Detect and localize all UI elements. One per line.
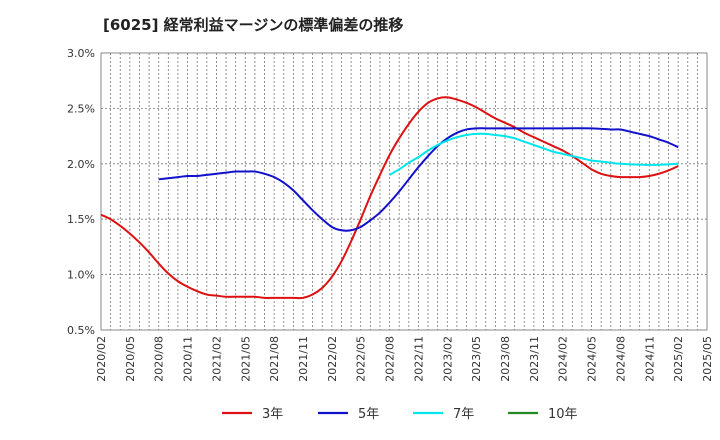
x-axis-ticks: 2020/02 2020/05 2020/08 2020/11 2021/02 2021/…	[95, 336, 714, 382]
x-tick-label: 2022/08	[384, 336, 397, 382]
x-tick-label: 2022/05	[355, 336, 368, 382]
legend-label-0: 3年	[262, 407, 283, 422]
legend: 3年 5年 7年 10年	[222, 407, 578, 422]
legend-label-2: 7年	[453, 407, 474, 422]
x-tick-label: 2024/11	[643, 336, 656, 382]
legend-label-3: 10年	[548, 407, 578, 422]
plot-area	[100, 52, 708, 331]
x-tick-label: 2025/05	[701, 336, 714, 382]
x-tick-label: 2020/02	[95, 336, 108, 382]
x-tick-label: 2023/05	[470, 336, 483, 382]
y-tick-label: 2.0%	[67, 158, 95, 171]
y-tick-label: 1.5%	[67, 213, 95, 226]
series-line-0	[100, 96, 679, 300]
series-line-2	[389, 132, 679, 176]
x-tick-label: 2021/02	[210, 336, 223, 382]
x-tick-label: 2024/08	[614, 336, 627, 382]
series-line-1	[158, 127, 679, 232]
x-tick-label: 2020/05	[124, 336, 137, 382]
x-tick-label: 2020/11	[182, 336, 195, 382]
x-tick-label: 2023/02	[441, 336, 454, 382]
y-axis-ticks: 0.5% 1.0% 1.5% 2.0% 2.5% 3.0%	[67, 47, 95, 337]
x-tick-label: 2022/02	[326, 336, 339, 382]
y-tick-label: 0.5%	[67, 324, 95, 337]
chart-title: [6025] 経常利益マージンの標準偏差の推移	[103, 16, 404, 34]
series-lines	[100, 96, 679, 300]
x-tick-label: 2022/11	[412, 336, 425, 382]
x-tick-label: 2020/08	[153, 336, 166, 382]
x-tick-label: 2021/08	[268, 336, 281, 382]
x-tick-label: 2024/02	[557, 336, 570, 382]
x-tick-label: 2023/11	[528, 336, 541, 382]
y-tick-label: 2.5%	[67, 102, 95, 115]
x-tick-label: 2024/05	[586, 336, 599, 382]
x-tick-label: 2021/05	[239, 336, 252, 382]
y-tick-label: 1.0%	[67, 269, 95, 282]
grid-lines	[101, 53, 707, 330]
legend-label-1: 5年	[358, 407, 379, 422]
x-tick-label: 2023/08	[499, 336, 512, 382]
x-tick-label: 2021/11	[297, 336, 310, 382]
x-tick-label: 2025/02	[672, 336, 685, 382]
y-tick-label: 3.0%	[67, 47, 95, 60]
